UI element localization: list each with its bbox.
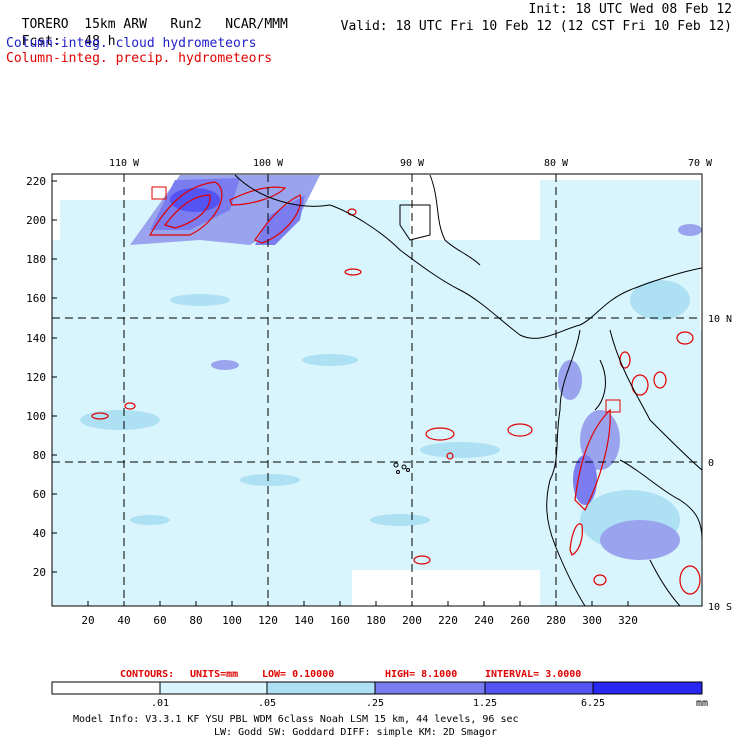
- colorbar-label: .25: [366, 698, 384, 709]
- x-tick: 180: [366, 614, 386, 627]
- x-tick: 260: [510, 614, 530, 627]
- colorbar-units: mm: [696, 698, 708, 709]
- x-tick: 160: [330, 614, 350, 627]
- coastlines: [234, 174, 702, 606]
- x-tick: 100: [222, 614, 242, 627]
- y-tick: 60: [33, 488, 46, 501]
- model-info: Model Info: V3.3.1 KF YSU PBL WDM 6class…: [73, 714, 519, 725]
- contours-low: LOW= 0.10000: [262, 669, 334, 680]
- lon-label-110w: 110 W: [109, 158, 140, 169]
- lon-label-100w: 100 W: [253, 158, 284, 169]
- x-tick: 60: [153, 614, 166, 627]
- x-tick: 320: [618, 614, 638, 627]
- init-time: Init: 18 UTC Wed 08 Feb 12: [528, 2, 733, 17]
- y-tick: 100: [26, 410, 46, 423]
- y-tick: 120: [26, 371, 46, 384]
- run-name: Run2: [170, 17, 202, 32]
- x-tick: 280: [546, 614, 566, 627]
- y-tick: 140: [26, 332, 46, 345]
- cloud-field: [52, 180, 702, 606]
- fcst-label: Fcst:: [21, 34, 61, 49]
- lat-label-10n: 10 N: [708, 314, 732, 325]
- colorbar-label: 6.25: [581, 698, 605, 709]
- contours-high: HIGH= 8.1000: [385, 669, 457, 680]
- precip-contours: [91, 181, 701, 595]
- y-tick: 20: [33, 566, 46, 579]
- y-tick: 220: [26, 175, 46, 188]
- colorbar-label: .05: [258, 698, 276, 709]
- contours-prefix: CONTOURS:: [120, 669, 174, 680]
- y-tick: 160: [26, 292, 46, 305]
- colorbar-label: 1.25: [473, 698, 497, 709]
- lon-label-80w: 80 W: [544, 158, 569, 169]
- x-tick: 140: [294, 614, 314, 627]
- lat-label-0: 0: [708, 458, 714, 469]
- contours-units: UNITS=mm: [190, 669, 238, 680]
- x-tick: 20: [81, 614, 94, 627]
- physics-info: LW: Godd SW: Goddard DIFF: simple KM: 2D…: [214, 727, 497, 738]
- x-tick: 120: [258, 614, 278, 627]
- lon-label-70w: 70 W: [688, 158, 713, 169]
- graticule: [52, 174, 702, 606]
- y-tick: 40: [33, 527, 46, 540]
- field-title-precip: Column-integ. precip. hydrometeors: [6, 51, 273, 66]
- y-tick: 80: [33, 449, 46, 462]
- x-tick: 80: [189, 614, 202, 627]
- field-title-cloud: Column-integ. cloud hydrometeors: [6, 36, 257, 51]
- org-name: NCAR/MMM: [225, 17, 288, 32]
- x-tick: 220: [438, 614, 458, 627]
- valid-time: Valid: 18 UTC Fri 10 Feb 12 (12 CST Fri …: [340, 19, 732, 34]
- colorbar: [51, 681, 703, 695]
- x-tick: 200: [402, 614, 422, 627]
- x-tick: 300: [582, 614, 602, 627]
- contours-interval: INTERVAL= 3.0000: [485, 669, 581, 680]
- x-tick: 40: [117, 614, 130, 627]
- y-tick: 180: [26, 253, 46, 266]
- y-tick: 200: [26, 214, 46, 227]
- lat-label-10s: 10 S: [708, 602, 732, 613]
- model-name: TORERO: [21, 17, 69, 32]
- colorbar-label: .01: [151, 698, 169, 709]
- model-resolution: 15km ARW: [84, 17, 147, 32]
- x-tick: 240: [474, 614, 494, 627]
- fcst-value: 48 h: [84, 34, 116, 49]
- lon-label-90w: 90 W: [400, 158, 425, 169]
